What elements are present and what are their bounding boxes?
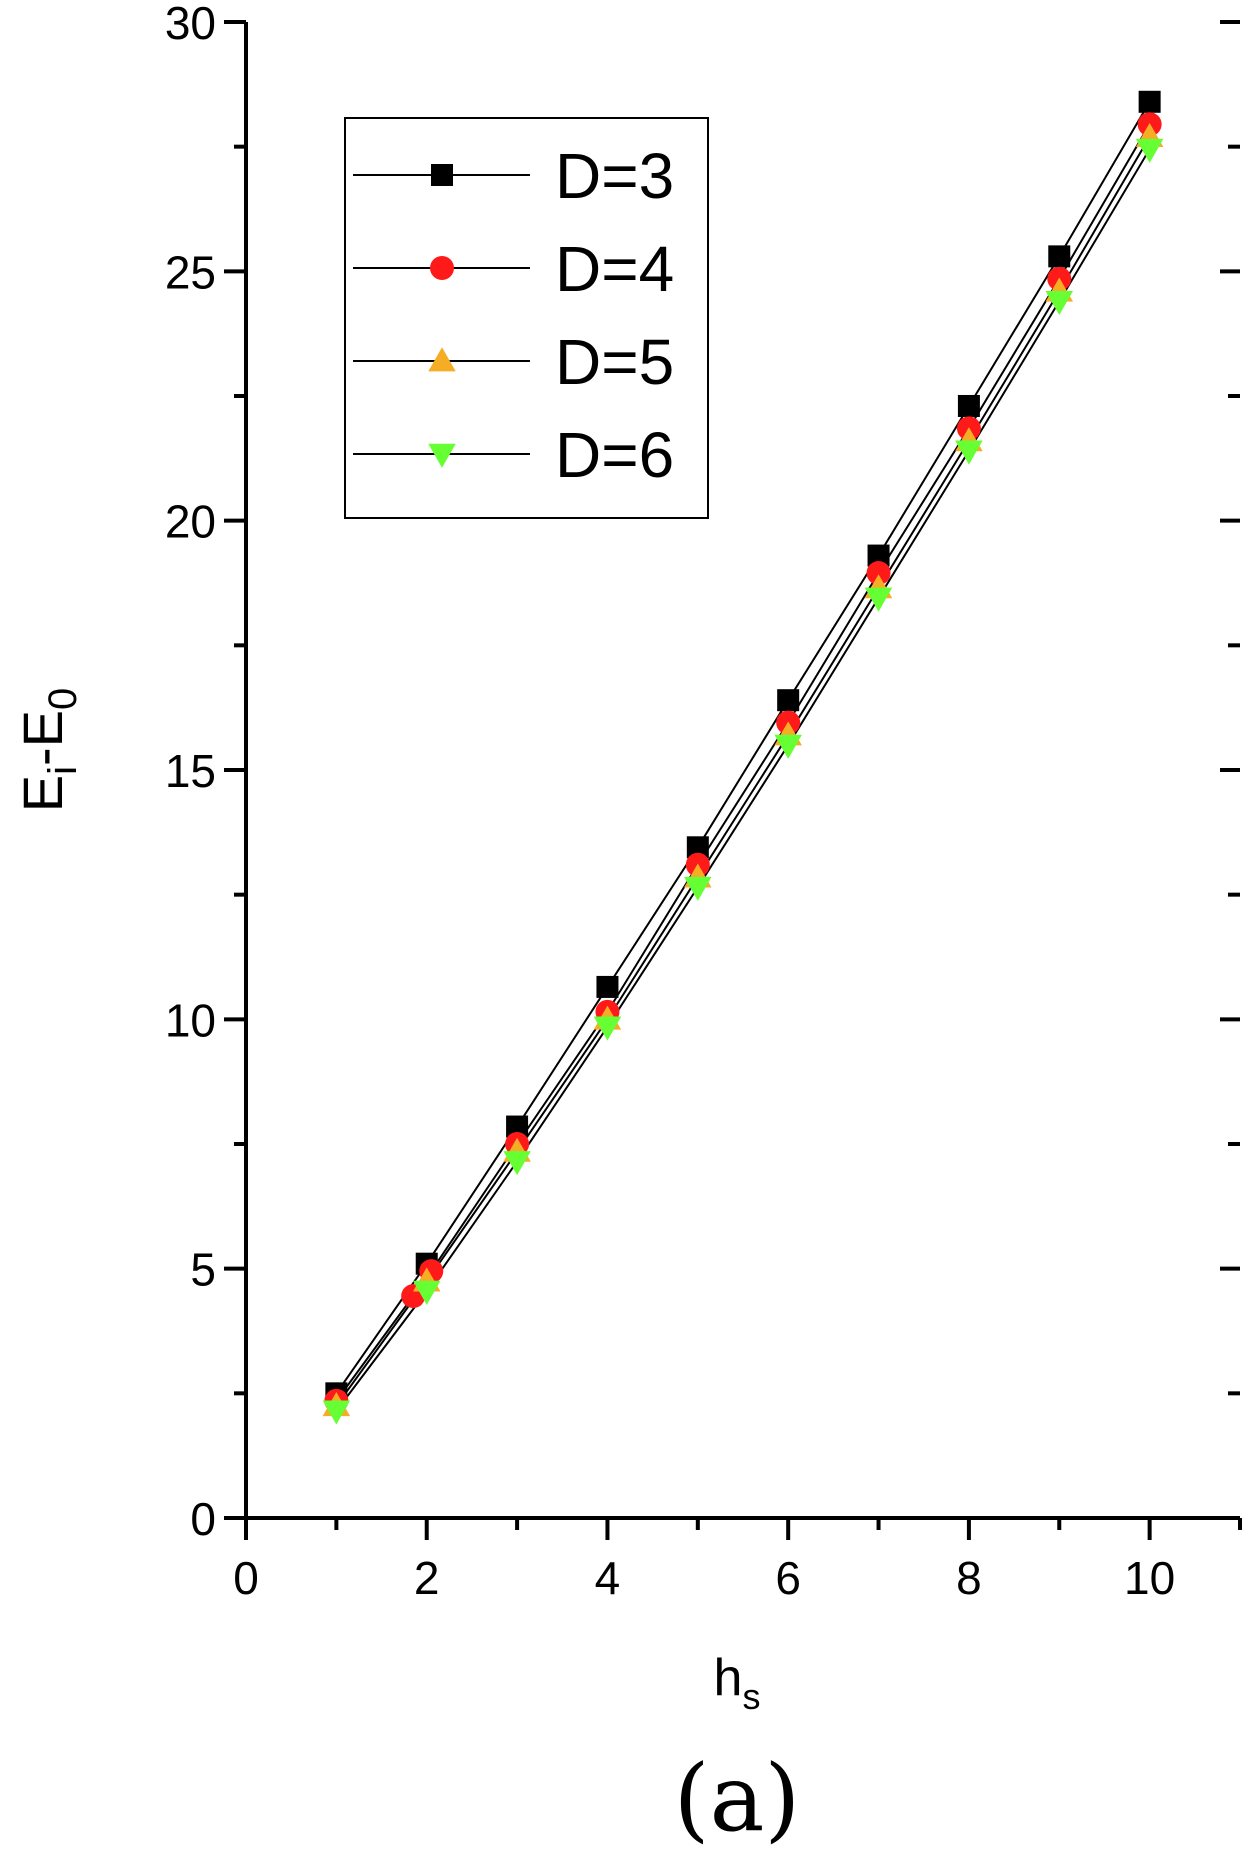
y-tick-label: 30 bbox=[165, 0, 216, 49]
x-tick-label: 10 bbox=[1124, 1552, 1175, 1604]
series-line-1 bbox=[335, 101, 1151, 1394]
data-point-series-1 bbox=[686, 836, 709, 859]
data-point-series-4 bbox=[774, 734, 802, 759]
y-tick-label: 5 bbox=[190, 1244, 216, 1296]
data-point-series-1 bbox=[506, 1115, 529, 1138]
y-axis-label-part: E bbox=[11, 775, 74, 812]
y-axis-label-part: -E bbox=[11, 710, 74, 766]
legend-marker bbox=[428, 443, 456, 468]
y-axis-label-sub: i bbox=[41, 766, 85, 775]
y-tick-label: 0 bbox=[190, 1493, 216, 1545]
legend-marker bbox=[430, 256, 454, 280]
panel-label: (a) bbox=[674, 1745, 801, 1852]
plot-area: 0 5 10 15 20 25 30 0 2 4 6 8 10 bbox=[165, 0, 1242, 1604]
x-axis-label-sub: s bbox=[742, 1676, 760, 1717]
y-tick-label: 10 bbox=[165, 994, 216, 1046]
data-point-series-2 bbox=[866, 561, 891, 586]
x-tick-label: 4 bbox=[595, 1552, 621, 1604]
series-line-3 bbox=[335, 136, 1151, 1407]
data-point-series-1 bbox=[596, 975, 619, 998]
data-point-series-4 bbox=[503, 1151, 531, 1176]
x-axis-label-main: h bbox=[714, 1649, 743, 1707]
x-tick-label: 6 bbox=[775, 1552, 801, 1604]
data-point-series-4 bbox=[955, 440, 983, 465]
legend-label: D=5 bbox=[555, 326, 674, 398]
legend-marker bbox=[428, 347, 456, 372]
data-point-series-4 bbox=[864, 587, 893, 612]
legend-label: D=4 bbox=[555, 233, 674, 305]
data-point-series-4 bbox=[593, 1016, 622, 1041]
y-tick-label: 20 bbox=[165, 496, 216, 548]
data-point-series-4 bbox=[684, 876, 712, 901]
data-point-series-1 bbox=[1048, 245, 1071, 268]
data-point-series-4 bbox=[1045, 290, 1074, 316]
data-point-series-4 bbox=[1135, 138, 1164, 163]
series-line-4 bbox=[335, 148, 1151, 1412]
data-point-series-1 bbox=[777, 689, 800, 712]
y-axis-label: Ei-E0 bbox=[11, 688, 85, 813]
data-point-series-1 bbox=[1138, 90, 1161, 113]
y-axis-label-sub: 0 bbox=[41, 688, 85, 710]
data-point-series-4 bbox=[412, 1280, 441, 1305]
x-tick-label: 8 bbox=[956, 1552, 982, 1604]
legend-label: D=6 bbox=[555, 419, 674, 491]
x-tick-label: 2 bbox=[414, 1552, 440, 1604]
legend: D=3 D=4 D=5 D=6 bbox=[344, 117, 709, 519]
y-tick-label: 25 bbox=[165, 246, 216, 298]
y-tick-label: 15 bbox=[165, 745, 216, 797]
x-tick-label: 0 bbox=[233, 1552, 259, 1604]
data-point-series-4 bbox=[322, 1400, 351, 1425]
legend-marker bbox=[431, 164, 453, 186]
data-point-series-1 bbox=[957, 394, 980, 417]
legend-box bbox=[344, 117, 709, 519]
legend-label: D=3 bbox=[555, 140, 674, 212]
data-point-series-1 bbox=[867, 544, 890, 567]
x-axis-label: hs bbox=[714, 1649, 761, 1717]
